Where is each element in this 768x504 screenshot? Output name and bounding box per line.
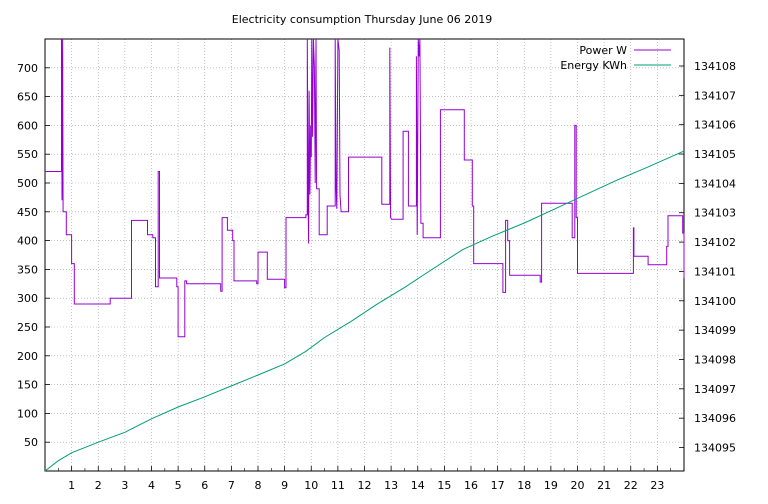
y-right-tick-label: 134101 <box>694 265 736 278</box>
x-tick-label: 20 <box>571 479 585 492</box>
x-tick-label: 13 <box>384 479 398 492</box>
y-left-tick-label: 150 <box>17 379 38 392</box>
legend-label: Energy KWh <box>560 59 627 72</box>
y-left-tick-label: 600 <box>17 119 38 132</box>
x-tick-label: 15 <box>437 479 451 492</box>
x-tick-label: 3 <box>121 479 128 492</box>
y-left-tick-label: 650 <box>17 91 38 104</box>
y-left-tick-label: 100 <box>17 407 38 420</box>
y-left-tick-label: 550 <box>17 148 38 161</box>
chart-title: Electricity consumption Thursday June 06… <box>232 13 492 26</box>
y-left-tick-label: 200 <box>17 350 38 363</box>
y-left-tick-label: 350 <box>17 263 38 276</box>
x-tick-label: 23 <box>650 479 664 492</box>
y-right-tick-label: 134106 <box>694 119 736 132</box>
plot-area <box>44 38 685 472</box>
x-tick-label: 1 <box>68 479 75 492</box>
y-right-tick-label: 134104 <box>694 177 736 190</box>
x-tick-label: 22 <box>624 479 638 492</box>
x-tick-label: 9 <box>281 479 288 492</box>
y-right-tick-label: 134102 <box>694 236 736 249</box>
y-left-tick-label: 500 <box>17 177 38 190</box>
y-right-tick-label: 134099 <box>694 324 736 337</box>
y-right-tick-label: 134100 <box>694 295 736 308</box>
x-tick-label: 21 <box>597 479 611 492</box>
series-line-energy-kwh <box>44 150 685 472</box>
axes: 50 100 150 200 250 300 350 400 450 500 550 600 650 70… <box>17 38 736 492</box>
x-tick-label: 18 <box>517 479 531 492</box>
y-left-tick-label: 700 <box>17 62 38 75</box>
y-left-tick-label: 400 <box>17 235 38 248</box>
y-right-tick-label: 134095 <box>694 442 736 455</box>
x-tick-label: 17 <box>491 479 505 492</box>
y-right-tick-label: 134096 <box>694 412 736 425</box>
x-tick-label: 19 <box>544 479 558 492</box>
grid <box>45 39 684 471</box>
y-right-tick-label: 134097 <box>694 383 736 396</box>
y-left-tick-label: 300 <box>17 292 38 305</box>
y-right-tick-label: 134107 <box>694 89 736 102</box>
y-left-tick-label: 450 <box>17 206 38 219</box>
y-right-tick-label: 134105 <box>694 148 736 161</box>
x-tick-label: 2 <box>95 479 102 492</box>
x-tick-label: 14 <box>411 479 425 492</box>
y-right-tick-label: 134108 <box>694 60 736 73</box>
legend-label: Power W <box>579 44 627 57</box>
x-tick-label: 12 <box>358 479 372 492</box>
x-tick-label: 7 <box>228 479 235 492</box>
x-tick-label: 6 <box>201 479 208 492</box>
y-left-tick-label: 250 <box>17 321 38 334</box>
series-line-power-w <box>45 38 685 338</box>
x-tick-label: 4 <box>148 479 155 492</box>
y-left-tick-label: 50 <box>24 436 38 449</box>
x-tick-label: 10 <box>304 479 318 492</box>
y-right-tick-label: 134098 <box>694 353 736 366</box>
legend: Power W Energy KWh <box>560 44 671 72</box>
x-tick-label: 8 <box>255 479 262 492</box>
y-right-tick-label: 134103 <box>694 207 736 220</box>
x-tick-label: 5 <box>175 479 182 492</box>
x-tick-label: 11 <box>331 479 345 492</box>
x-tick-label: 16 <box>464 479 478 492</box>
